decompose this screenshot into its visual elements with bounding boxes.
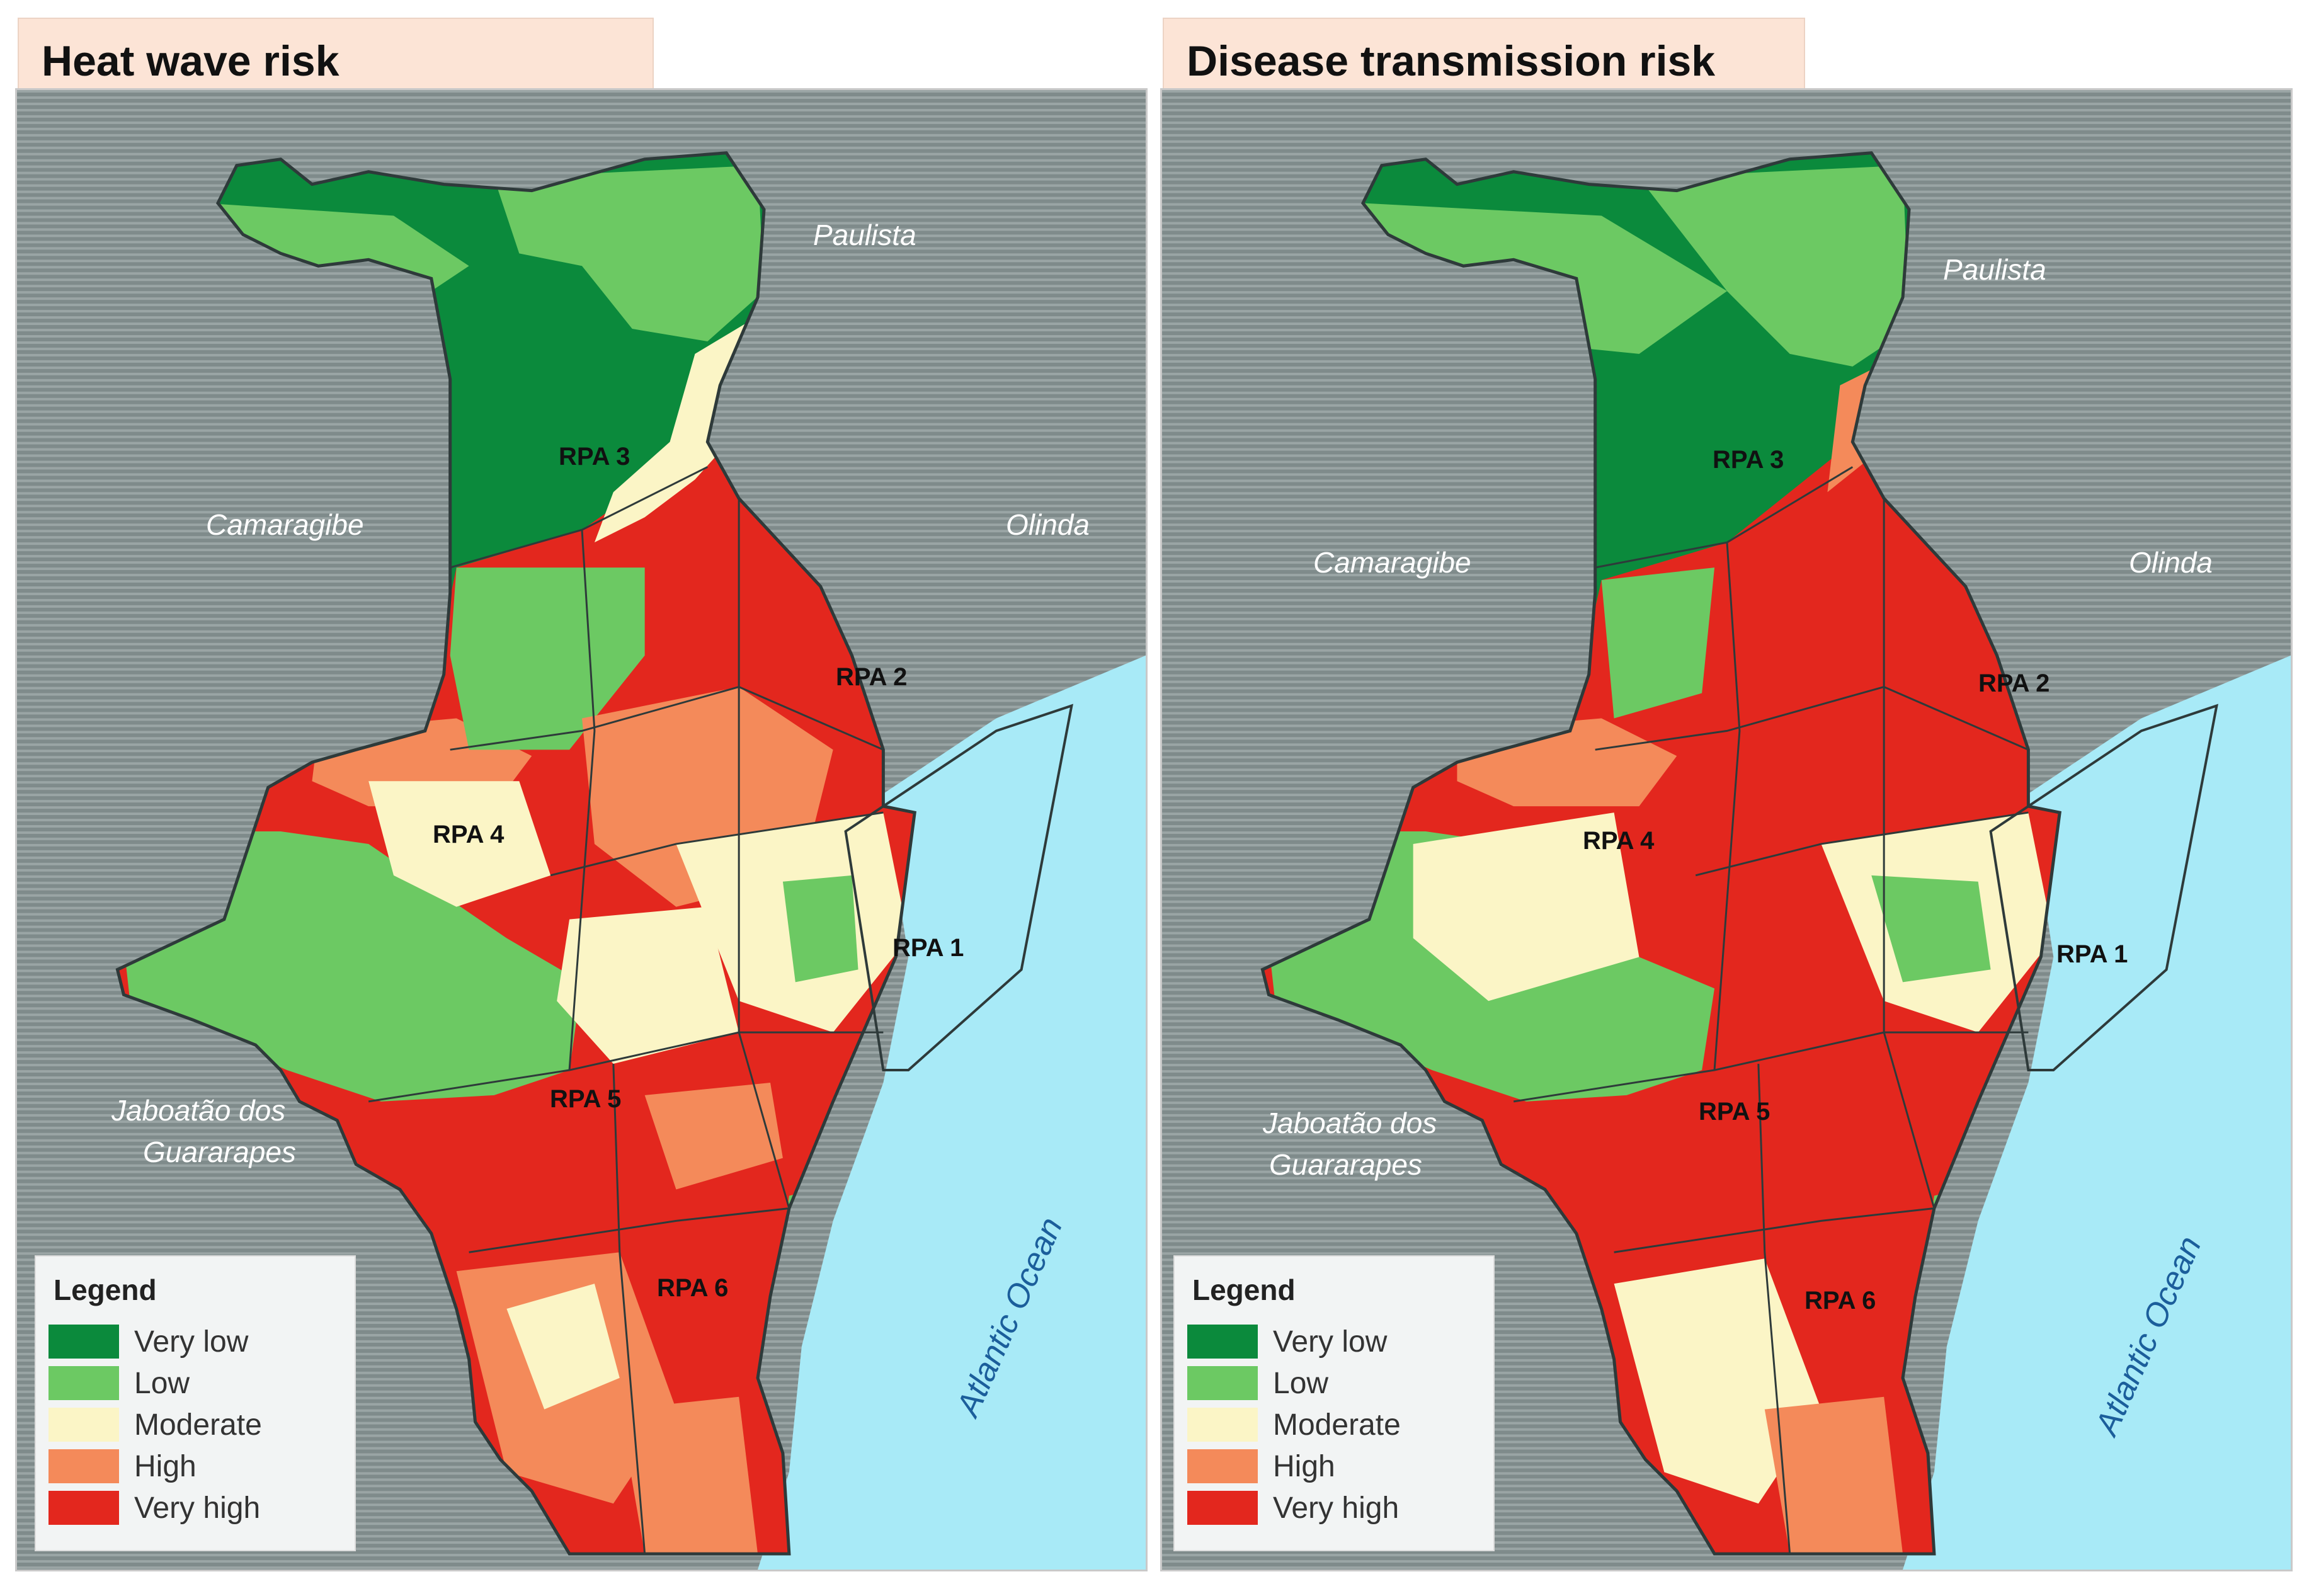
region-label-rpa-2: RPA 2 <box>1978 670 2050 697</box>
region-label-rpa-4: RPA 4 <box>1583 827 1655 855</box>
legend-item-moderate: Moderate <box>48 1405 345 1444</box>
legend-swatch <box>48 1325 119 1359</box>
legend-label: Moderate <box>134 1408 262 1442</box>
region-label-rpa-6: RPA 6 <box>657 1274 729 1302</box>
legend-item-very-high: Very high <box>48 1488 345 1527</box>
ocean-area <box>758 655 1146 1570</box>
place-label-olinda: Olinda <box>2129 546 2213 579</box>
district-boundaries <box>368 466 884 1554</box>
region-label-rpa-5: RPA 5 <box>550 1085 622 1113</box>
legend-item-very-low: Very low <box>48 1322 345 1361</box>
legend-swatch <box>1187 1325 1258 1359</box>
place-label-jaboatao-1: Jaboatão dos <box>111 1094 286 1127</box>
place-label-jaboatao-1: Jaboatão dos <box>1263 1107 1437 1139</box>
legend-swatch <box>1187 1491 1258 1525</box>
region-label-rpa-1: RPA 1 <box>2056 940 2128 968</box>
legend-item-low: Low <box>1187 1364 1483 1403</box>
legend: Legend Very low Low Moderate High Very h… <box>1173 1255 1495 1551</box>
legend-label: Very high <box>134 1491 261 1525</box>
region-label-rpa-3: RPA 3 <box>559 443 630 470</box>
legend-swatch <box>1187 1449 1258 1483</box>
legend-item-high: High <box>1187 1447 1483 1486</box>
legend-label: Very high <box>1273 1491 1400 1525</box>
legend-label: Low <box>1273 1367 1329 1400</box>
legend-item-moderate: Moderate <box>1187 1405 1483 1444</box>
legend-swatch <box>1187 1408 1258 1442</box>
port-boundary <box>1989 704 2218 1072</box>
legend-title: Legend <box>54 1274 157 1306</box>
disease-transmission-risk-map[interactable]: Paulista Camaragibe Olinda Jaboatão dos … <box>1160 88 2293 1571</box>
place-label-paulista: Paulista <box>1943 253 2046 286</box>
port-boundary <box>844 704 1073 1072</box>
legend-swatch <box>48 1449 119 1483</box>
heat-wave-risk-panel: Heat wave risk <box>13 0 1156 1596</box>
legend-swatch <box>1187 1366 1258 1400</box>
place-label-jaboatao-2: Guararapes <box>1269 1148 1422 1181</box>
place-label-olinda: Olinda <box>1006 508 1090 541</box>
district-boundaries <box>1513 466 2029 1554</box>
panel-title-box: Heat wave risk <box>18 18 654 92</box>
region-label-rpa-2: RPA 2 <box>836 663 908 691</box>
legend-label: Very low <box>1273 1325 1388 1359</box>
city-boundary <box>115 151 916 1556</box>
ocean-area <box>1903 655 2291 1570</box>
region-label-rpa-3: RPA 3 <box>1713 446 1784 474</box>
panel-title: Disease transmission risk <box>1187 37 1716 85</box>
place-label-camaragibe: Camaragibe <box>206 508 364 541</box>
legend-title: Legend <box>1192 1274 1296 1306</box>
legend-swatch <box>48 1491 119 1525</box>
place-label-camaragibe: Camaragibe <box>1313 546 1471 579</box>
legend: Legend Very low Low Moderate High Very h… <box>35 1255 356 1551</box>
legend-label: Moderate <box>1273 1408 1401 1442</box>
disease-transmission-risk-panel: Disease transmission risk <box>1158 0 2301 1596</box>
legend-label: Low <box>134 1367 190 1400</box>
legend-label: High <box>134 1450 197 1483</box>
legend-item-very-high: Very high <box>1187 1488 1483 1527</box>
panel-title: Heat wave risk <box>42 37 339 85</box>
panel-title-box: Disease transmission risk <box>1163 18 1805 92</box>
place-label-jaboatao-2: Guararapes <box>143 1136 296 1168</box>
legend-item-low: Low <box>48 1364 345 1403</box>
heat-wave-risk-map[interactable]: Paulista Camaragibe Olinda Jaboatão dos … <box>15 88 1148 1571</box>
legend-label: High <box>1273 1450 1335 1483</box>
place-label-paulista: Paulista <box>813 219 916 251</box>
region-label-rpa-1: RPA 1 <box>892 934 964 962</box>
region-label-rpa-4: RPA 4 <box>433 821 505 848</box>
region-label-rpa-6: RPA 6 <box>1804 1287 1876 1314</box>
city-boundary <box>1260 151 2061 1556</box>
legend-swatch <box>48 1366 119 1400</box>
legend-swatch <box>48 1408 119 1442</box>
legend-item-very-low: Very low <box>1187 1322 1483 1361</box>
legend-label: Very low <box>134 1325 249 1359</box>
region-label-rpa-5: RPA 5 <box>1699 1098 1770 1126</box>
legend-item-high: High <box>48 1447 345 1486</box>
